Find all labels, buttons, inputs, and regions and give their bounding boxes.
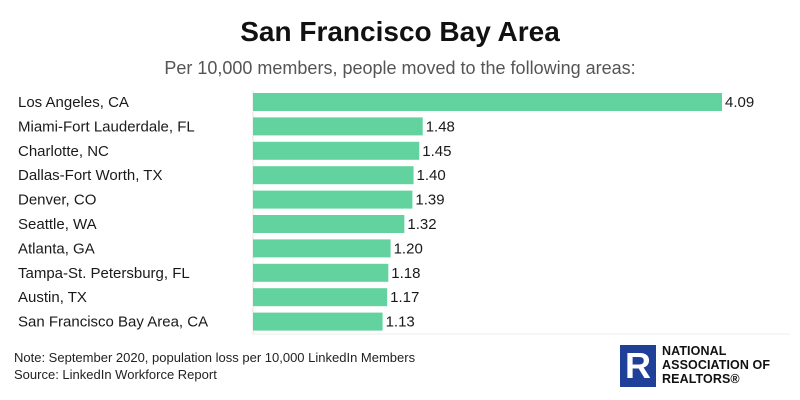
category-label: Charlotte, NC bbox=[18, 143, 109, 160]
logo-line-2: ASSOCIATION OF bbox=[662, 358, 771, 372]
logo-mark-letter: R bbox=[625, 345, 651, 386]
value-label: 1.20 bbox=[394, 240, 423, 257]
bar-row: Seattle, WA 1.32 bbox=[18, 215, 437, 233]
value-label: 1.32 bbox=[407, 216, 436, 233]
chart-title: San Francisco Bay Area bbox=[240, 16, 560, 47]
category-label: Austin, TX bbox=[18, 289, 87, 306]
bar-row: Miami-Fort Lauderdale, FL 1.48 bbox=[18, 117, 455, 136]
realtor-r-logo-icon: R bbox=[620, 345, 656, 387]
bar-row: Austin, TX 1.17 bbox=[18, 288, 419, 307]
bar-row: Denver, CO 1.39 bbox=[18, 190, 445, 209]
footnote-note: Note: September 2020, population loss pe… bbox=[14, 350, 416, 365]
logo-line-1: NATIONAL bbox=[662, 344, 727, 358]
bars-group: Los Angeles, CA 4.09 Miami-Fort Lauderdale… bbox=[18, 93, 754, 331]
bar bbox=[253, 166, 414, 185]
value-label: 1.13 bbox=[386, 314, 415, 331]
category-label: Atlanta, GA bbox=[18, 240, 95, 257]
logo-wordmark: NATIONAL ASSOCIATION OF REALTORS® bbox=[662, 344, 794, 386]
bar bbox=[253, 288, 388, 307]
value-label: 1.39 bbox=[415, 192, 444, 209]
value-label: 1.18 bbox=[391, 265, 420, 282]
category-label: Seattle, WA bbox=[18, 216, 97, 233]
category-label: San Francisco Bay Area, CA bbox=[18, 314, 208, 331]
footnote-source: Source: LinkedIn Workforce Report bbox=[14, 367, 217, 382]
footnote: Note: September 2020, population loss pe… bbox=[14, 349, 415, 383]
value-label: 4.09 bbox=[725, 94, 754, 111]
bar bbox=[253, 312, 383, 331]
bar bbox=[253, 190, 413, 209]
value-label: 1.45 bbox=[422, 143, 451, 160]
bar-row: San Francisco Bay Area, CA 1.13 bbox=[18, 312, 415, 331]
bar bbox=[253, 239, 391, 258]
category-label: Los Angeles, CA bbox=[18, 94, 129, 111]
bar-row: Atlanta, GA 1.20 bbox=[18, 239, 423, 258]
bar bbox=[253, 141, 420, 160]
category-label: Miami-Fort Lauderdale, FL bbox=[18, 118, 195, 135]
category-label: Tampa-St. Petersburg, FL bbox=[18, 265, 190, 282]
bar bbox=[253, 215, 405, 233]
chart-subtitle: Per 10,000 members, people moved to the … bbox=[164, 58, 636, 78]
bar-row: Los Angeles, CA 4.09 bbox=[18, 93, 754, 111]
bar-row: Charlotte, NC 1.45 bbox=[18, 141, 451, 160]
bar bbox=[253, 117, 423, 136]
value-label: 1.40 bbox=[417, 167, 446, 184]
logo-line-3: REALTORS® bbox=[662, 372, 740, 386]
category-label: Dallas-Fort Worth, TX bbox=[18, 167, 162, 184]
bar-row: Tampa-St. Petersburg, FL 1.18 bbox=[18, 263, 421, 282]
bar bbox=[253, 263, 389, 282]
bar bbox=[253, 93, 722, 111]
category-label: Denver, CO bbox=[18, 192, 96, 209]
nar-logo: R NATIONAL ASSOCIATION OF REALTORS® bbox=[620, 343, 792, 389]
bar-row: Dallas-Fort Worth, TX 1.40 bbox=[18, 166, 446, 185]
value-label: 1.48 bbox=[426, 118, 455, 135]
value-label: 1.17 bbox=[390, 289, 419, 306]
